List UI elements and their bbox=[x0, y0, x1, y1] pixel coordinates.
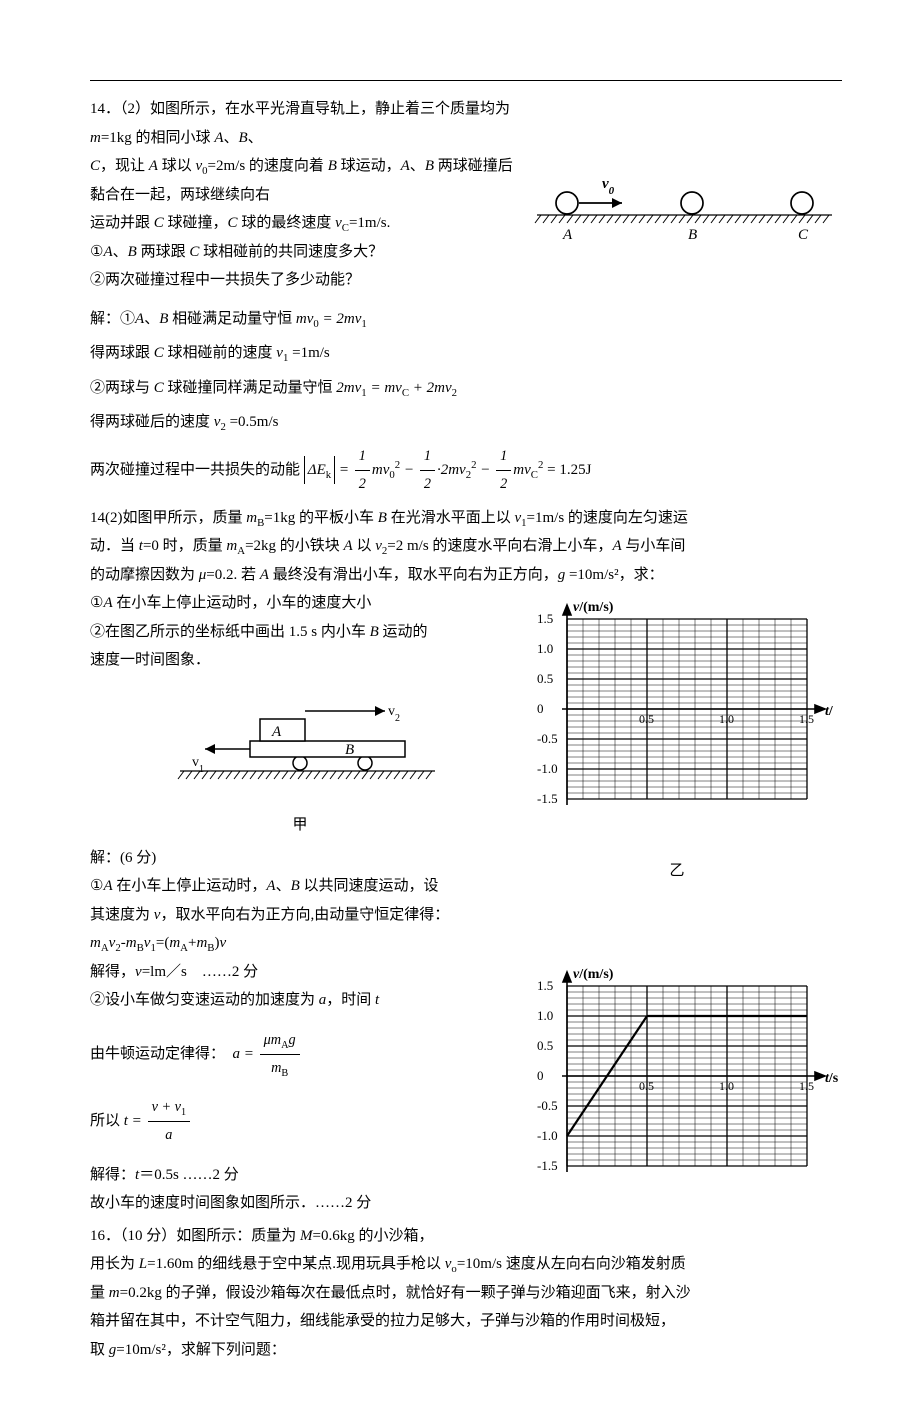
p14a-a4: 得两球碰后的速度 v2 =0.5m/s bbox=[90, 408, 842, 437]
svg-text:t/s: t/s bbox=[825, 1071, 839, 1086]
p14b-l2: 动．当 t=0 时，质量 mA=2kg 的小铁块 A 以 v2=2 m/s 的速… bbox=[90, 532, 842, 561]
svg-text:0.5: 0.5 bbox=[537, 1038, 553, 1053]
vt-graph-bottom: v/(m/s) 1.5 1.0 0.5 0 -0.5 -1.0 -1.5 0.5 1.0 1.5 t/… bbox=[512, 956, 842, 1211]
svg-text:1.0: 1.0 bbox=[537, 641, 553, 656]
svg-text:-0.5: -0.5 bbox=[537, 1098, 558, 1113]
p14a-l1: 14．（2）如图所示，在水平光滑直导轨上，静止着三个质量均为 m=1kg 的相同… bbox=[90, 95, 842, 152]
p14a-a1: 解：①A、B 相碰满足动量守恒 mv0 = 2mv1 bbox=[90, 305, 842, 334]
p14b-s3: 其速度为 v，取水平向右为正方向,由动量守恒定律得： bbox=[90, 901, 842, 930]
svg-text:1.0: 1.0 bbox=[719, 712, 734, 726]
svg-text:-0.5: -0.5 bbox=[537, 731, 558, 746]
svg-text:v2: v2 bbox=[388, 704, 400, 724]
svg-text:C: C bbox=[798, 227, 809, 243]
svg-text:0: 0 bbox=[537, 701, 544, 716]
svg-text:B: B bbox=[345, 742, 354, 758]
p14a-a3: ②两球与 C 球碰撞同样满足动量守恒 2mv1 = mvC + 2mv2 bbox=[90, 374, 842, 403]
svg-text:0.5: 0.5 bbox=[537, 671, 553, 686]
p16-l1: 16．（10 分）如图所示：质量为 M=0.6kg 的小沙箱， bbox=[90, 1222, 842, 1251]
svg-text:-1.0: -1.0 bbox=[537, 1128, 558, 1143]
svg-text:v/(m/s): v/(m/s) bbox=[573, 967, 614, 982]
p14b-l1: 14(2)如图甲所示，质量 mB=1kg 的平板小车 B 在光滑水平面上以 v1… bbox=[90, 504, 842, 533]
svg-text:1.0: 1.0 bbox=[537, 1008, 553, 1023]
svg-text:-1.5: -1.5 bbox=[537, 1158, 558, 1173]
p16-l2: 用长为 L=1.60m 的细线悬于空中某点.现用玩具手枪以 vo=10m/s 速… bbox=[90, 1250, 842, 1279]
p16-l4: 箱并留在其中，不计空气阻力，细线能承受的拉力足够大，子弹与沙箱的作用时间极短， bbox=[90, 1307, 842, 1336]
svg-text:t/: t/ bbox=[825, 704, 834, 719]
svg-text:0.5: 0.5 bbox=[639, 712, 654, 726]
svg-text:1.5: 1.5 bbox=[799, 1079, 814, 1093]
svg-text:A: A bbox=[271, 724, 282, 740]
svg-text:-1.0: -1.0 bbox=[537, 761, 558, 776]
svg-text:0.5: 0.5 bbox=[639, 1079, 654, 1093]
p14a-q2: ②两次碰撞过程中一共损失了多少动能？ bbox=[90, 266, 842, 295]
svg-text:-1.5: -1.5 bbox=[537, 791, 558, 806]
vt-graph-top: v/(m/s) 1.5 1.0 0.5 0 -0.5 -1.0 -1.5 0.5 1.0 1.5 t/ bbox=[512, 589, 842, 844]
p14a-a2: 得两球跟 C 球相碰前的速度 v1 =1m/s bbox=[90, 339, 842, 368]
p14b-s4: mAv2-mBv1=(mA+mB)v bbox=[90, 929, 842, 958]
svg-text:1.5: 1.5 bbox=[799, 712, 814, 726]
p14a-a5: 两次碰撞过程中一共损失的动能 ΔEk = 12mv02 − 12·2mv22 −… bbox=[90, 443, 842, 498]
caption-jia: 甲 bbox=[150, 811, 450, 840]
svg-text:v/(m/s): v/(m/s) bbox=[573, 600, 614, 615]
caption-yi: 乙 bbox=[512, 857, 842, 886]
svg-text:B: B bbox=[688, 227, 697, 243]
svg-text:0: 0 bbox=[537, 1068, 544, 1083]
svg-text:1.5: 1.5 bbox=[537, 978, 553, 993]
svg-text:A: A bbox=[562, 227, 573, 243]
svg-text:v0: v0 bbox=[602, 176, 615, 197]
p16-l5: 取 g=10m/s²，求解下列问题： bbox=[90, 1336, 842, 1365]
svg-text:1.5: 1.5 bbox=[537, 611, 553, 626]
three-balls-diagram: v0 A B C bbox=[527, 173, 842, 243]
svg-text:1.0: 1.0 bbox=[719, 1079, 734, 1093]
p14b-l3: 的动摩擦因数为 μ=0.2. 若 A 最终没有滑出小车，取水平向右为正方向，g … bbox=[90, 561, 842, 590]
p16-l3: 量 m=0.2kg 的子弹，假设沙箱每次在最低点时，就恰好有一颗子弹与沙箱迎面飞… bbox=[90, 1279, 842, 1308]
cart-diagram: A B v1 v2 bbox=[150, 691, 450, 801]
